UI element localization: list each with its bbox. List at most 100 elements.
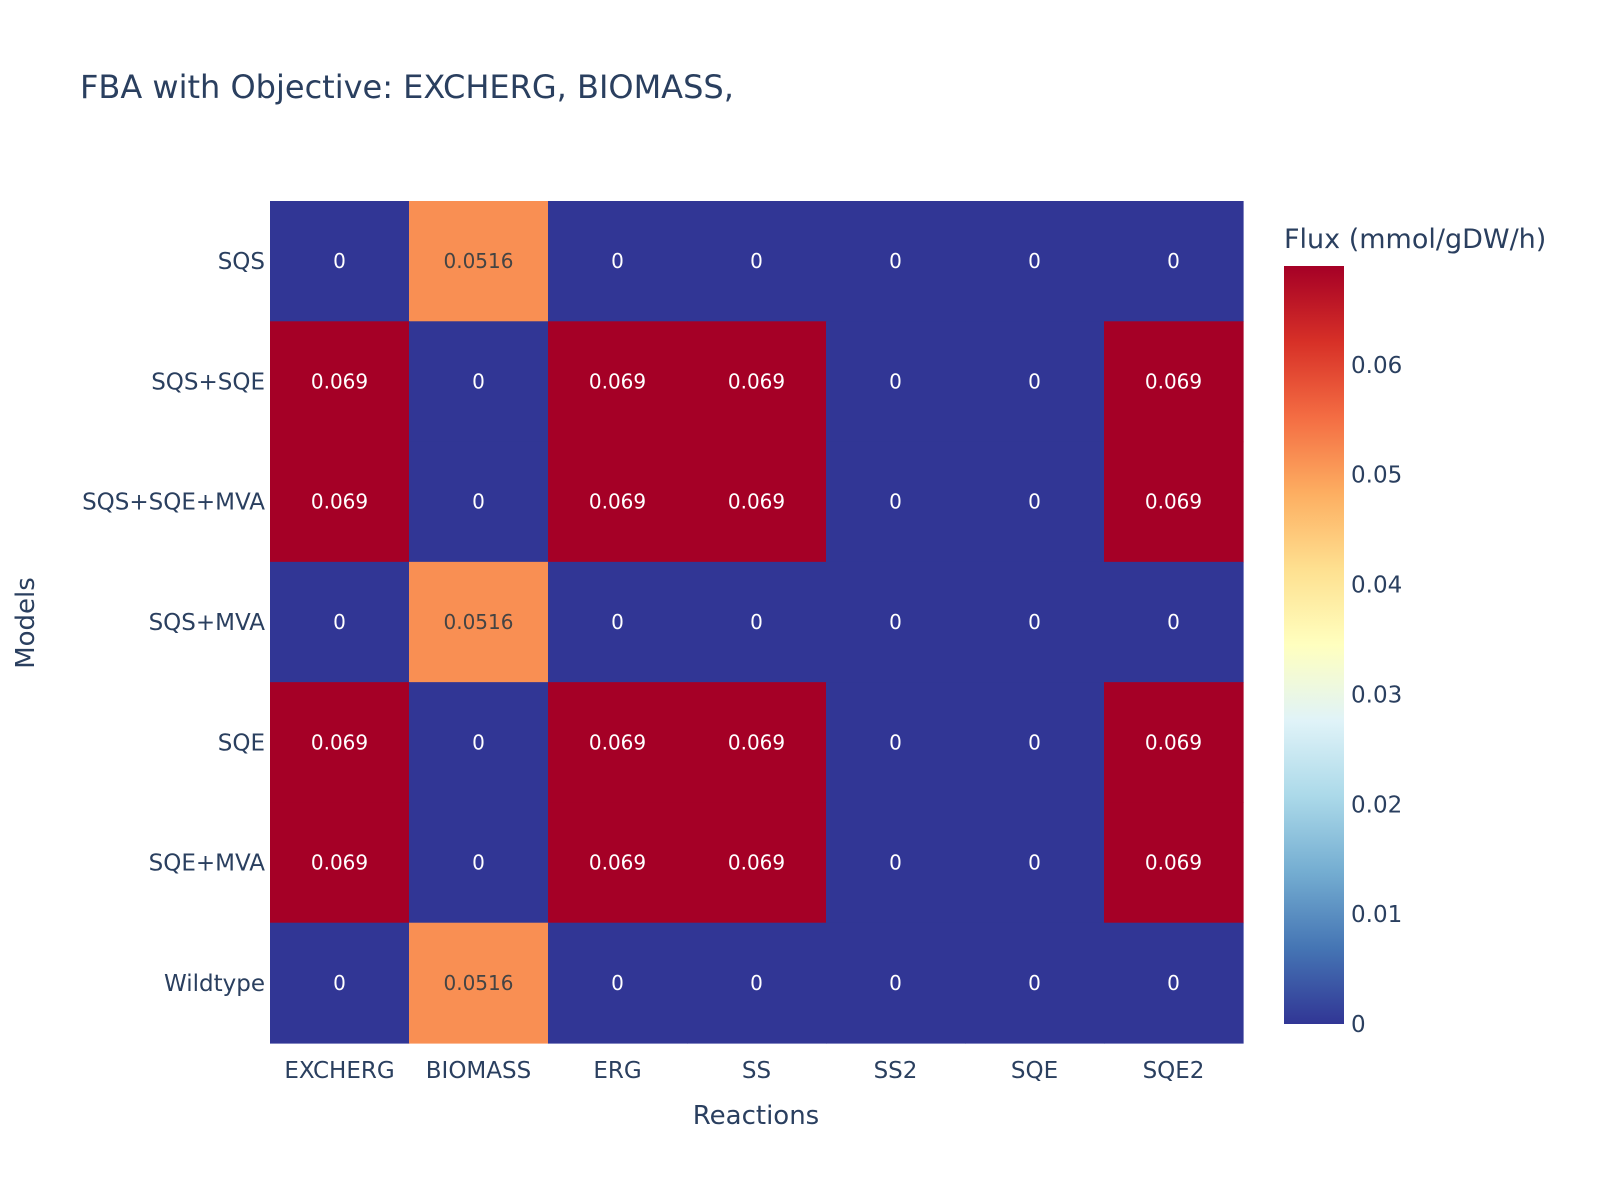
cell-value-label: 0 bbox=[1028, 971, 1041, 995]
x-tick-label: EXCHERG bbox=[284, 1058, 394, 1084]
heatmap-cell bbox=[687, 441, 827, 563]
cell-value-label: 0 bbox=[750, 971, 763, 995]
heatmap-cell bbox=[270, 201, 410, 322]
cell-value-label: 0 bbox=[1028, 610, 1041, 634]
colorbar-tick-label: 0.01 bbox=[1351, 902, 1402, 928]
heatmap-cell bbox=[687, 321, 827, 443]
y-tick-label: SQS+SQE+MVA bbox=[82, 490, 265, 516]
heatmap-cell bbox=[1104, 682, 1244, 804]
cell-value-label: 0.069 bbox=[1145, 851, 1202, 875]
heatmap-cell bbox=[270, 922, 410, 1044]
cell-value-label: 0.069 bbox=[311, 490, 368, 514]
colorbar-gradient bbox=[1284, 266, 1344, 1024]
cell-value-label: 0.0516 bbox=[444, 249, 514, 273]
cell-value-label: 0 bbox=[1028, 730, 1041, 754]
cell-value-label: 0 bbox=[889, 971, 902, 995]
cell-value-label: 0.0516 bbox=[444, 610, 514, 634]
y-tick-label: SQS+SQE bbox=[151, 369, 265, 395]
colorbar-tick-label: 0 bbox=[1351, 1012, 1366, 1038]
heatmap-cell bbox=[687, 802, 827, 924]
cell-value-label: 0 bbox=[472, 851, 485, 875]
heatmap-cell bbox=[548, 201, 688, 322]
cell-value-label: 0 bbox=[1028, 851, 1041, 875]
cell-value-label: 0.069 bbox=[311, 730, 368, 754]
heatmap-cell bbox=[409, 201, 549, 322]
colorbar-tick-label: 0.06 bbox=[1351, 353, 1402, 379]
heatmap-cell bbox=[409, 561, 549, 683]
heatmap-cell bbox=[409, 922, 549, 1044]
heatmap-cell bbox=[965, 802, 1105, 924]
heatmap-cell bbox=[965, 922, 1105, 1044]
cell-value-label: 0 bbox=[611, 249, 624, 273]
cell-value-label: 0.069 bbox=[728, 490, 785, 514]
colorbar-tick-label: 0.03 bbox=[1351, 682, 1402, 708]
cell-value-label: 0 bbox=[889, 730, 902, 754]
heatmap-cell bbox=[965, 682, 1105, 804]
cell-value-label: 0 bbox=[333, 249, 346, 273]
x-tick-label: SQE bbox=[1011, 1058, 1058, 1084]
colorbar-tick-label: 0.04 bbox=[1351, 573, 1402, 599]
heatmap-cell bbox=[409, 682, 549, 804]
colorbar-tick-label: 0.02 bbox=[1351, 792, 1402, 818]
cell-value-label: 0.069 bbox=[311, 369, 368, 393]
heatmap-cell bbox=[548, 561, 688, 683]
heatmap-cell bbox=[548, 441, 688, 563]
y-tick-label: Wildtype bbox=[164, 971, 265, 997]
heatmap-cell bbox=[1104, 321, 1244, 443]
heatmap-cell bbox=[1104, 922, 1244, 1044]
x-tick-label: SS2 bbox=[874, 1058, 918, 1084]
y-tick-label: SQS bbox=[218, 249, 265, 275]
cell-value-label: 0 bbox=[333, 971, 346, 995]
cell-value-label: 0.069 bbox=[589, 730, 646, 754]
cell-value-label: 0 bbox=[750, 610, 763, 634]
cell-value-label: 0.069 bbox=[728, 851, 785, 875]
heatmap-cell bbox=[548, 682, 688, 804]
x-tick-label: BIOMASS bbox=[426, 1058, 531, 1084]
heatmap-cell-labels: 0 0.0516 0 0 0 0 0 0.069 0 0.069 0.069 0 0 0.069 0.069… bbox=[311, 249, 1202, 995]
heatmap-cell bbox=[270, 561, 410, 683]
heatmap-cell bbox=[826, 561, 966, 683]
y-axis-title: Models bbox=[11, 577, 41, 669]
heatmap-cell bbox=[548, 802, 688, 924]
heatmap-cell bbox=[1104, 802, 1244, 924]
x-tick-label: SS bbox=[742, 1058, 771, 1084]
cell-value-label: 0 bbox=[1028, 490, 1041, 514]
cell-value-label: 0.069 bbox=[728, 369, 785, 393]
heatmap-cell bbox=[409, 321, 549, 443]
cell-value-label: 0.069 bbox=[1145, 730, 1202, 754]
heatmap-cell bbox=[1104, 561, 1244, 683]
heatmap-cell bbox=[826, 441, 966, 563]
heatmap-cell bbox=[826, 802, 966, 924]
x-axis-ticks: EXCHERG BIOMASS ERG SS SS2 SQE SQE2 bbox=[284, 1058, 1204, 1084]
heatmap-cells bbox=[270, 201, 1244, 1044]
heatmap-cell bbox=[826, 201, 966, 322]
colorbar-tick-label: 0.05 bbox=[1351, 463, 1402, 489]
cell-value-label: 0 bbox=[1167, 971, 1180, 995]
cell-value-label: 0 bbox=[472, 490, 485, 514]
x-tick-label: ERG bbox=[593, 1058, 641, 1084]
cell-value-label: 0 bbox=[889, 851, 902, 875]
heatmap-cell bbox=[687, 682, 827, 804]
y-tick-label: SQE+MVA bbox=[149, 851, 266, 877]
cell-value-label: 0.069 bbox=[1145, 369, 1202, 393]
cell-value-label: 0 bbox=[611, 971, 624, 995]
cell-value-label: 0.0516 bbox=[444, 971, 514, 995]
cell-value-label: 0.069 bbox=[589, 851, 646, 875]
x-axis-title: Reactions bbox=[693, 1101, 819, 1131]
heatmap-cell bbox=[1104, 441, 1244, 563]
y-tick-label: SQE bbox=[218, 730, 265, 756]
heatmap-cell bbox=[826, 682, 966, 804]
cell-value-label: 0 bbox=[889, 369, 902, 393]
y-tick-label: SQS+MVA bbox=[149, 610, 266, 636]
heatmap-cell bbox=[687, 561, 827, 683]
heatmap-cell bbox=[270, 682, 410, 804]
heatmap-cell bbox=[965, 321, 1105, 443]
cell-value-label: 0 bbox=[750, 249, 763, 273]
heatmap-cell bbox=[409, 441, 549, 563]
cell-value-label: 0 bbox=[1028, 249, 1041, 273]
heatmap-cell bbox=[409, 802, 549, 924]
heatmap-cell bbox=[548, 321, 688, 443]
heatmap-cell bbox=[965, 561, 1105, 683]
